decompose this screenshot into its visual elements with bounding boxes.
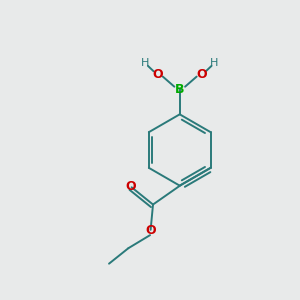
Text: H: H [141,58,149,68]
Text: O: O [125,180,136,193]
Text: O: O [152,68,163,81]
Text: B: B [175,82,184,96]
Text: O: O [145,224,156,238]
Text: O: O [197,68,207,81]
Text: H: H [210,58,219,68]
